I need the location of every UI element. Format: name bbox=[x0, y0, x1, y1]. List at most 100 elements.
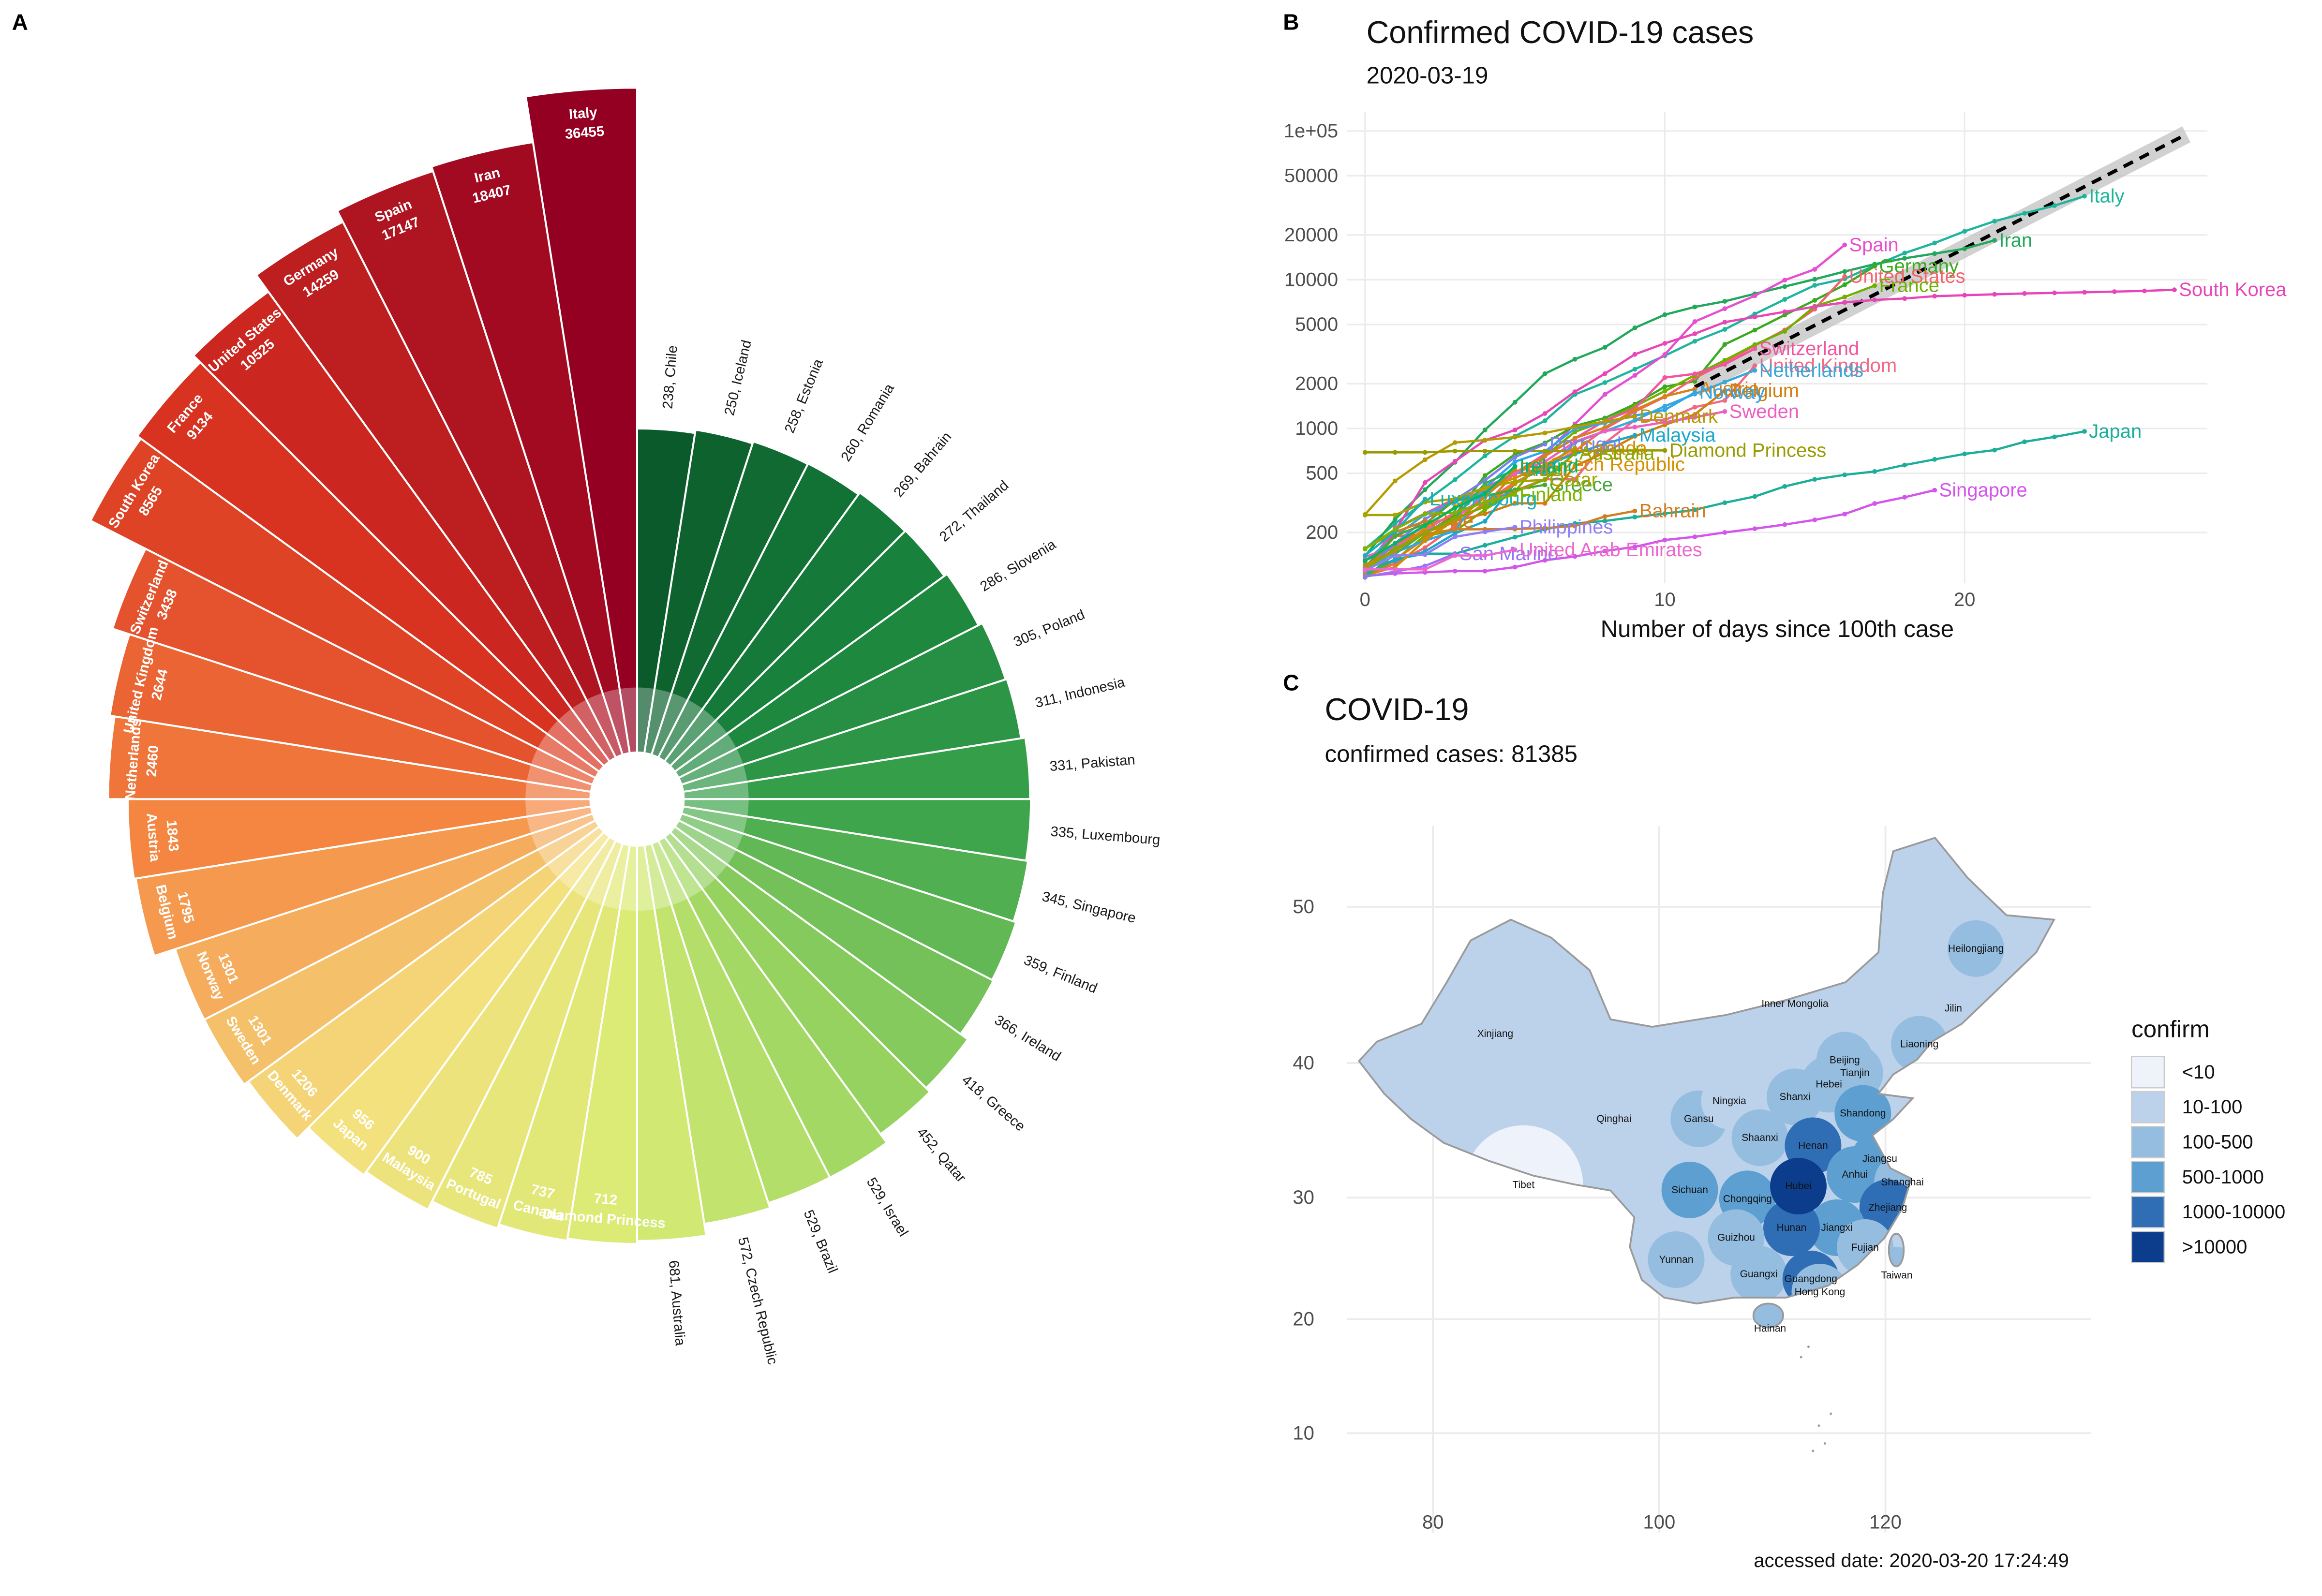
series-point bbox=[1872, 283, 1877, 288]
series-point bbox=[1392, 517, 1398, 522]
legend-label: 100-500 bbox=[2182, 1132, 2253, 1153]
series-point bbox=[1722, 388, 1727, 393]
series-label: Japan bbox=[2089, 421, 2142, 442]
value-label: 36455 bbox=[565, 124, 605, 142]
china-map bbox=[1359, 838, 2054, 1328]
series-point bbox=[1692, 304, 1697, 310]
legend-swatch bbox=[2130, 1056, 2165, 1089]
island bbox=[1800, 1356, 1802, 1359]
series-point bbox=[1932, 457, 1937, 462]
value-label: 331, Pakistan bbox=[1049, 752, 1136, 774]
series-point bbox=[1692, 390, 1697, 395]
value-label: 311, Indonesia bbox=[1034, 675, 1127, 711]
region-label: Beijing bbox=[1830, 1054, 1860, 1065]
series-point bbox=[1602, 380, 1608, 385]
series-point bbox=[1602, 441, 1608, 446]
series-point bbox=[1452, 534, 1458, 539]
series-point bbox=[1602, 371, 1608, 376]
region-label: Yunnan bbox=[1659, 1254, 1694, 1265]
region-label: Fujian bbox=[1851, 1242, 1879, 1253]
series-point bbox=[1482, 568, 1488, 574]
series-point bbox=[1902, 296, 1907, 301]
series-point bbox=[1572, 445, 1578, 451]
region-label: Gansu bbox=[1684, 1113, 1714, 1124]
border bbox=[1888, 1232, 1905, 1268]
series-point bbox=[1722, 398, 1727, 403]
legend-swatch bbox=[2130, 1161, 2165, 1194]
series-point bbox=[1932, 251, 1937, 256]
region-label: Hainan bbox=[1754, 1323, 1786, 1334]
series-point bbox=[1482, 529, 1488, 534]
series-label: Greece bbox=[1549, 474, 1613, 496]
region-label: Hong Kong bbox=[1795, 1286, 1846, 1298]
reference-line bbox=[1694, 133, 2188, 389]
y-tick-label: 40 bbox=[1293, 1052, 1314, 1074]
series-point bbox=[1542, 526, 1548, 531]
series-point bbox=[1482, 448, 1488, 454]
y-tick-label: 200 bbox=[1306, 522, 1338, 543]
series-label: France bbox=[1879, 275, 1939, 296]
series-point bbox=[1842, 269, 1847, 274]
series-label: Bahrain bbox=[1639, 501, 1706, 522]
series-point bbox=[1782, 484, 1787, 489]
value-label: 712 bbox=[593, 1191, 618, 1208]
series-point bbox=[1572, 439, 1578, 444]
series-label: United Kingdom bbox=[1759, 355, 1897, 376]
series-point bbox=[1632, 414, 1637, 419]
series-point bbox=[1362, 450, 1368, 455]
series-line bbox=[1364, 288, 2175, 576]
series-point bbox=[1422, 487, 1428, 492]
value-label: 529, Israel bbox=[863, 1175, 911, 1239]
series-label: Australia bbox=[1579, 443, 1655, 464]
series-point bbox=[1482, 485, 1488, 490]
series-point bbox=[1632, 367, 1637, 372]
panel-label: A bbox=[12, 10, 28, 35]
series-point bbox=[1392, 512, 1398, 517]
series-point bbox=[1782, 284, 1787, 289]
region-label: Sichuan bbox=[1671, 1184, 1708, 1196]
series-point bbox=[1692, 331, 1697, 336]
series-point bbox=[1362, 574, 1368, 579]
series-label: Ireland bbox=[1519, 456, 1578, 477]
series-point bbox=[2022, 439, 2027, 444]
series-point bbox=[1482, 481, 1488, 486]
category-label: Austria bbox=[143, 813, 163, 863]
series-point bbox=[1782, 309, 1787, 314]
y-tick-label: 20000 bbox=[1284, 224, 1338, 246]
region bbox=[1661, 1161, 1718, 1218]
series-point bbox=[1932, 488, 1937, 493]
y-tick-label: 1000 bbox=[1295, 418, 1338, 439]
series-point bbox=[1452, 448, 1458, 454]
series-point bbox=[1842, 242, 1847, 248]
series-point bbox=[1692, 386, 1697, 392]
series-point bbox=[1422, 552, 1428, 557]
series-point bbox=[1662, 384, 1667, 389]
series-point bbox=[1392, 450, 1398, 455]
chart-title: COVID-19 bbox=[1325, 692, 1469, 727]
series-point bbox=[1512, 448, 1518, 454]
series-point bbox=[1902, 462, 1907, 468]
series-label: Canada bbox=[1579, 438, 1648, 459]
series-point bbox=[1752, 346, 1757, 351]
series-point bbox=[2082, 429, 2087, 434]
series-point bbox=[1842, 274, 1847, 279]
x-tick-label: 80 bbox=[1422, 1512, 1444, 1533]
series-point bbox=[2142, 288, 2147, 294]
series-point bbox=[1452, 440, 1458, 445]
value-label: 258, Estonia bbox=[782, 356, 826, 435]
series-point bbox=[1722, 530, 1727, 535]
series-point bbox=[1602, 518, 1608, 524]
region-label: Zhejiang bbox=[1868, 1202, 1907, 1213]
series-point bbox=[1452, 458, 1458, 464]
series-point bbox=[1752, 293, 1757, 298]
series-point bbox=[1542, 462, 1548, 467]
series-point bbox=[1752, 327, 1757, 333]
legend-title: confirm bbox=[2131, 1016, 2209, 1043]
value-label: 238, Chile bbox=[660, 345, 680, 410]
series-point bbox=[1662, 448, 1667, 453]
series-label: Switzerland bbox=[1759, 338, 1860, 359]
caption: accessed date: 2020-03-20 17:24:49 bbox=[1754, 1550, 2069, 1571]
value-label: 366, Ireland bbox=[992, 1012, 1063, 1064]
series-line bbox=[1364, 526, 1515, 572]
